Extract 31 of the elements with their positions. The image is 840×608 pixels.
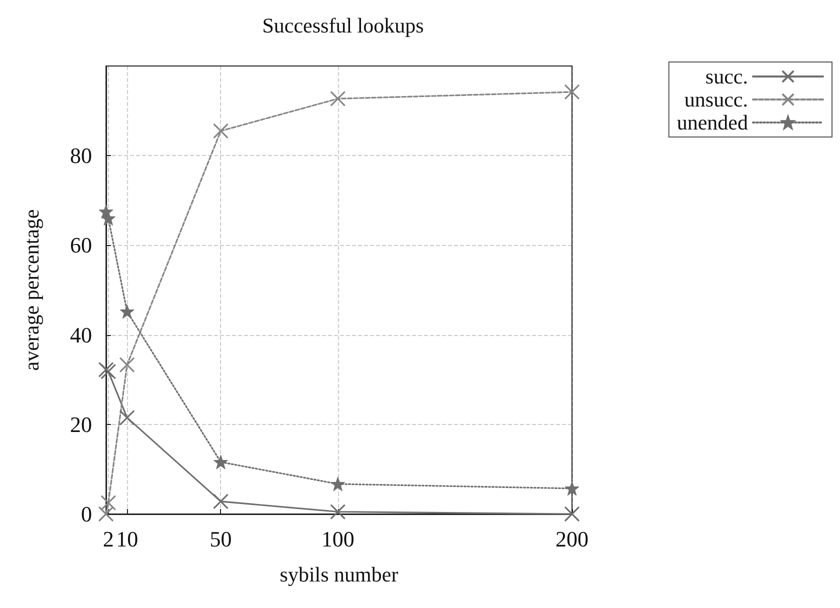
y-axis-title: average percentage [20, 209, 44, 371]
x-tick-label: 200 [556, 526, 588, 552]
point [564, 506, 580, 522]
point [98, 506, 114, 522]
chart-title: Successful lookups [262, 14, 424, 38]
point [119, 410, 135, 426]
x-tick-label: 50 [210, 526, 232, 552]
point [212, 494, 229, 510]
y-tick-label: 20 [70, 412, 92, 437]
legend-label: succ. [705, 64, 748, 88]
y-tick-label: 80 [70, 143, 92, 168]
point [564, 84, 580, 100]
point [101, 211, 116, 226]
legend-label: unsucc. [684, 88, 748, 112]
x-tick-label: 10 [116, 526, 138, 552]
point [330, 504, 346, 520]
x-tick-label: 100 [321, 526, 354, 552]
point [212, 123, 229, 139]
y-tick-label: 0 [81, 502, 92, 526]
point [100, 495, 116, 511]
point [120, 304, 134, 319]
y-tick-label: 60 [70, 232, 92, 258]
x-tick-label: 2 [102, 526, 114, 552]
x-axis-title: sybils number [280, 562, 398, 586]
point [564, 481, 580, 496]
point [330, 476, 346, 492]
point [330, 90, 346, 107]
y-tick-label: 40 [70, 322, 92, 348]
legend-label: unended [676, 110, 748, 134]
point [213, 454, 228, 470]
point [119, 357, 135, 373]
